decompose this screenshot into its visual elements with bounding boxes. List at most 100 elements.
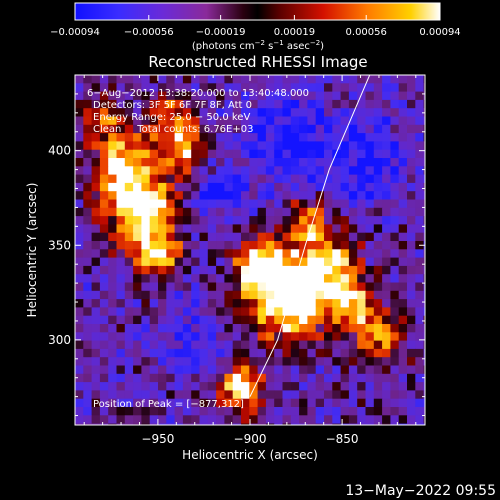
heatmap-cell <box>232 390 242 400</box>
heatmap-cell <box>315 191 325 200</box>
heatmap-cell <box>407 158 416 167</box>
heatmap-cell <box>116 83 126 92</box>
heatmap-cell <box>99 357 109 366</box>
heatmap-cell <box>357 299 366 308</box>
heatmap-cell <box>108 415 117 424</box>
heatmap-cell <box>83 91 92 101</box>
heatmap-cell <box>332 141 341 151</box>
heatmap-cell <box>83 382 92 391</box>
heatmap-cell <box>83 357 92 366</box>
heatmap-cell <box>241 382 250 391</box>
heatmap-cell <box>116 390 126 400</box>
heatmap-cell <box>365 207 375 217</box>
heatmap-cell <box>365 91 375 101</box>
heatmap-cell <box>257 340 267 350</box>
heatmap-cell <box>232 407 242 416</box>
heatmap-cell <box>299 166 308 175</box>
heatmap-cell <box>415 124 424 134</box>
heatmap-cell <box>166 382 175 391</box>
heatmap-cell <box>207 249 217 258</box>
heatmap-cell <box>99 299 109 308</box>
heatmap-cell <box>257 324 267 333</box>
heatmap-cell <box>91 207 101 217</box>
heatmap-cell <box>290 357 300 366</box>
heatmap-cell <box>249 216 258 225</box>
heatmap-cell <box>299 332 308 341</box>
heatmap-cell <box>282 182 292 192</box>
heatmap-cell <box>365 191 375 200</box>
heatmap-cell <box>398 357 408 366</box>
heatmap-cell <box>124 83 134 92</box>
heatmap-cell <box>307 124 317 134</box>
heatmap-cell <box>216 141 225 151</box>
heatmap-cell <box>407 315 416 325</box>
heatmap-cell <box>315 357 325 366</box>
heatmap-cell <box>390 299 400 308</box>
heatmap-cell <box>340 166 350 175</box>
heatmap-cell <box>373 174 383 184</box>
heatmap-cell <box>382 398 391 408</box>
heatmap-cell <box>191 83 200 92</box>
heatmap-cell <box>382 241 391 250</box>
heatmap-cell <box>398 340 408 350</box>
heatmap-cell <box>191 348 200 358</box>
heatmap-cell <box>274 373 283 383</box>
heatmap-cell <box>158 265 167 275</box>
heatmap-cell <box>91 307 101 317</box>
heatmap-cell <box>332 149 341 159</box>
heatmap-cell <box>415 133 424 142</box>
heatmap-cell <box>174 365 184 375</box>
heatmap-cell <box>265 124 275 134</box>
heatmap-cell <box>315 382 325 391</box>
heatmap-cell <box>407 382 416 391</box>
heatmap-cell <box>191 373 200 383</box>
heatmap-cell <box>274 423 283 425</box>
heatmap-cell <box>182 348 192 358</box>
heatmap-cell <box>324 158 333 167</box>
heatmap-cell <box>382 257 391 267</box>
heatmap-cell <box>407 174 416 184</box>
heatmap-cell <box>141 75 151 84</box>
heatmap-cell <box>241 216 250 225</box>
heatmap-cell <box>241 133 250 142</box>
heatmap-cell <box>158 191 167 200</box>
heatmap-cell <box>299 149 308 159</box>
heatmap-cell <box>257 282 267 292</box>
heatmap-cell <box>324 340 333 350</box>
heatmap-cell <box>207 166 217 175</box>
heatmap-cell <box>315 249 325 258</box>
heatmap-cell <box>407 265 416 275</box>
heatmap-cell <box>207 83 217 92</box>
heatmap-cell <box>390 174 400 184</box>
heatmap-cell <box>174 158 184 167</box>
heatmap-cell <box>141 182 151 192</box>
heatmap-cell <box>257 332 267 341</box>
heatmap-cell <box>116 265 126 275</box>
heatmap-cell <box>83 407 92 416</box>
heatmap-cell <box>365 407 375 416</box>
heatmap-cell <box>91 249 101 258</box>
heatmap-cell <box>257 357 267 366</box>
heatmap-cell <box>274 141 283 151</box>
heatmap-cell <box>158 373 167 383</box>
heatmap-cell <box>182 158 192 167</box>
heatmap-cell <box>348 332 358 341</box>
heatmap-cell <box>340 348 350 358</box>
heatmap-cell <box>149 332 159 341</box>
heatmap-cell <box>232 75 242 84</box>
heatmap-cell <box>282 174 292 184</box>
heatmap-cell <box>191 290 200 300</box>
colorbar-tick-label: −0.00094 <box>50 27 100 38</box>
heatmap-cell <box>415 415 424 424</box>
heatmap-cell <box>423 407 425 416</box>
heatmap-cell <box>133 133 142 142</box>
heatmap-cell <box>116 158 126 167</box>
heatmap-cell <box>75 274 84 283</box>
heatmap-cell <box>365 224 375 234</box>
heatmap-cell <box>133 415 142 424</box>
heatmap-cell <box>199 415 209 424</box>
heatmap-cell <box>257 83 267 92</box>
heatmap-cell <box>324 257 333 267</box>
heatmap-cell <box>174 241 184 250</box>
heatmap-cell <box>158 149 167 159</box>
